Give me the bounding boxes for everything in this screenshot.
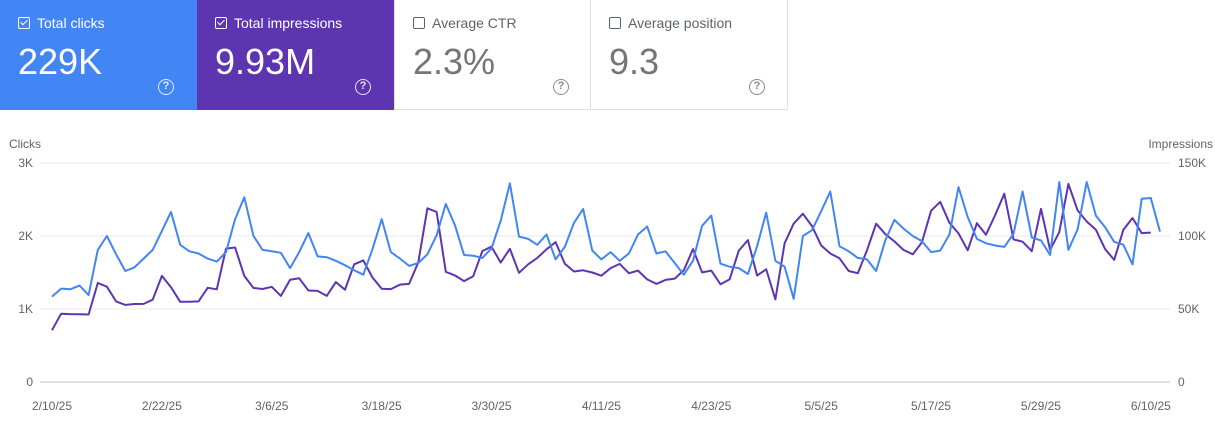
metric-card-header: Average CTR	[413, 15, 517, 31]
x-tick-label: 4/11/25	[582, 399, 621, 413]
help-icon[interactable]: ?	[355, 79, 371, 95]
series-lines[interactable]	[51, 181, 1161, 331]
x-tick-label: 5/17/25	[911, 399, 951, 413]
grid	[40, 162, 1170, 383]
series-line-clicks[interactable]	[51, 181, 1161, 300]
metric-card-header: Total impressions	[215, 15, 342, 31]
x-tick-label: 5/5/25	[805, 399, 839, 413]
checkbox-icon[interactable]	[413, 17, 425, 29]
help-icon[interactable]: ?	[158, 79, 174, 95]
metric-card-average-ctr[interactable]: Average CTR 2.3% ?	[394, 0, 591, 110]
axis-ticks: 0 1K 2K 3K 0 50K 100K 150K 2/10/25 2/22/25 3/6/25 3…	[18, 156, 1206, 413]
metric-value: 9.93M	[215, 41, 316, 82]
metric-value: 9.3	[609, 41, 660, 82]
x-tick-label: 5/29/25	[1021, 399, 1061, 413]
metric-label: Average CTR	[432, 15, 517, 31]
metric-card-header: Average position	[609, 15, 732, 31]
y-axis-right-label: Impressions	[1148, 137, 1213, 151]
x-tick-label: 3/6/25	[255, 399, 289, 413]
x-tick-label: 6/10/25	[1131, 399, 1171, 413]
metric-value: 2.3%	[413, 41, 496, 82]
metric-cards: Total clicks 229K ? Total impressions 9.…	[0, 0, 788, 110]
y-left-tick-label: 3K	[18, 156, 33, 170]
y-axis-left-label: Clicks	[9, 137, 41, 151]
y-right-tick-label: 150K	[1178, 156, 1206, 170]
help-icon[interactable]: ?	[749, 79, 765, 95]
series-line-impressions[interactable]	[51, 182, 1151, 331]
x-tick-label: 2/22/25	[142, 399, 182, 413]
y-left-tick-label: 2K	[18, 229, 33, 243]
x-tick-label: 2/10/25	[32, 399, 72, 413]
x-tick-label: 3/30/25	[472, 399, 512, 413]
metric-label: Total impressions	[234, 15, 343, 31]
metric-label: Total clicks	[37, 15, 105, 31]
metric-card-average-position[interactable]: Average position 9.3 ?	[591, 0, 788, 110]
metric-label: Average position	[628, 15, 733, 31]
checkbox-icon[interactable]	[609, 17, 621, 29]
y-right-tick-label: 50K	[1178, 302, 1199, 316]
help-icon[interactable]: ?	[553, 79, 569, 95]
x-tick-label: 4/23/25	[691, 399, 731, 413]
y-right-tick-label: 0	[1178, 375, 1185, 389]
checkbox-icon[interactable]	[18, 17, 30, 29]
checkbox-icon[interactable]	[215, 17, 227, 29]
y-right-tick-label: 100K	[1178, 229, 1206, 243]
y-left-tick-label: 1K	[18, 302, 33, 316]
metric-card-total-clicks[interactable]: Total clicks 229K ?	[0, 0, 197, 110]
x-tick-label: 3/18/25	[362, 399, 402, 413]
y-left-tick-label: 0	[26, 375, 33, 389]
metric-card-header: Total clicks	[18, 15, 105, 31]
metric-value: 229K	[18, 41, 103, 82]
metric-card-total-impressions[interactable]: Total impressions 9.93M ?	[197, 0, 394, 110]
performance-chart: Clicks Impressions 0 1K 2K 3K 0 50K 100K 150K 2/…	[9, 137, 1213, 413]
